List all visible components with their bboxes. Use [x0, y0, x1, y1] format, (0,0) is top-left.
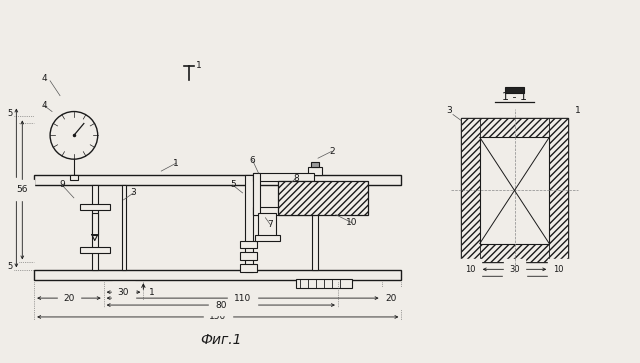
Text: 50: 50 — [509, 272, 520, 281]
Bar — [461, 118, 568, 262]
Text: 1 - 1: 1 - 1 — [502, 91, 527, 102]
Text: 5: 5 — [8, 109, 13, 118]
Bar — [92, 213, 98, 234]
Bar — [34, 270, 401, 280]
Text: 2: 2 — [329, 147, 335, 156]
Text: 7: 7 — [268, 220, 273, 229]
Bar — [80, 248, 109, 253]
Text: 6: 6 — [250, 156, 255, 165]
Text: 1: 1 — [173, 159, 179, 168]
Bar — [122, 185, 127, 270]
Bar — [296, 279, 352, 288]
Bar — [255, 234, 280, 241]
Text: 3: 3 — [446, 106, 452, 115]
Text: 1: 1 — [149, 287, 155, 297]
Bar — [34, 175, 401, 185]
Bar — [92, 185, 98, 270]
Text: 20: 20 — [63, 294, 75, 303]
Text: 56: 56 — [17, 185, 28, 195]
Text: 66: 66 — [11, 183, 22, 192]
Text: 150: 150 — [209, 313, 227, 322]
Bar — [308, 167, 322, 175]
Text: 9: 9 — [59, 180, 65, 189]
Bar — [278, 181, 367, 215]
Text: 10: 10 — [346, 218, 358, 227]
Bar — [480, 137, 549, 244]
Text: 80: 80 — [215, 301, 227, 310]
Bar — [311, 162, 319, 167]
Text: 10: 10 — [554, 265, 564, 274]
Text: 5: 5 — [8, 262, 13, 271]
Bar — [461, 118, 568, 137]
Text: 30: 30 — [118, 287, 129, 297]
Circle shape — [50, 111, 98, 159]
Text: 3: 3 — [131, 188, 136, 197]
Bar — [504, 87, 524, 93]
Bar — [70, 175, 78, 180]
Bar — [239, 241, 257, 249]
Bar — [253, 207, 314, 215]
Bar — [239, 264, 257, 272]
Text: 4: 4 — [42, 74, 47, 83]
Text: 1: 1 — [575, 106, 581, 115]
Text: 110: 110 — [234, 294, 252, 303]
Text: Фиг.1: Фиг.1 — [200, 333, 241, 347]
Text: 8: 8 — [293, 174, 299, 183]
Text: 20: 20 — [386, 294, 397, 303]
Bar — [253, 173, 314, 181]
Bar — [312, 185, 318, 270]
Bar — [549, 118, 568, 262]
Text: 30: 30 — [509, 265, 520, 274]
Text: 5: 5 — [230, 180, 236, 189]
Bar — [259, 213, 276, 237]
Bar — [461, 118, 480, 262]
Text: 4: 4 — [42, 101, 47, 110]
Bar — [244, 175, 253, 272]
Bar — [80, 204, 109, 210]
Bar — [461, 244, 568, 262]
Bar — [239, 252, 257, 260]
Bar — [253, 173, 260, 215]
Text: 10: 10 — [465, 265, 476, 274]
Text: 1: 1 — [196, 61, 202, 70]
